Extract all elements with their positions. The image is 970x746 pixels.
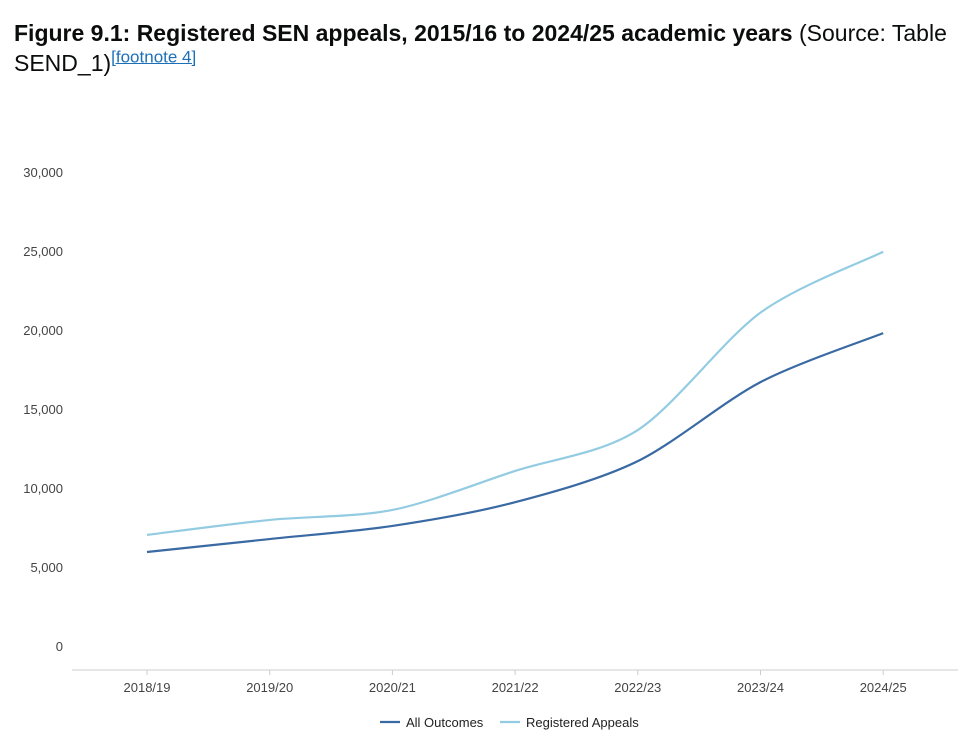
legend-label: Registered Appeals bbox=[526, 715, 639, 730]
x-tick-label: 2024/25 bbox=[860, 680, 907, 695]
x-tick-label: 2019/20 bbox=[246, 680, 293, 695]
figure-title: Figure 9.1: Registered SEN appeals, 2015… bbox=[14, 18, 964, 78]
y-tick-label: 25,000 bbox=[23, 244, 63, 259]
y-tick-label: 10,000 bbox=[23, 481, 63, 496]
footnote-link[interactable]: [footnote 4] bbox=[111, 47, 197, 67]
y-tick-label: 30,000 bbox=[23, 165, 63, 180]
x-tick-label: 2018/19 bbox=[124, 680, 171, 695]
series-line-all-outcomes bbox=[146, 332, 884, 554]
y-tick-label: 20,000 bbox=[23, 323, 63, 338]
y-tick-label: 15,000 bbox=[23, 402, 63, 417]
y-tick-label: 5,000 bbox=[30, 560, 63, 575]
x-tick-label: 2022/23 bbox=[614, 680, 661, 695]
y-tick-label: 0 bbox=[56, 639, 63, 654]
figure-title-bold: Figure 9.1: Registered SEN appeals, 2015… bbox=[14, 20, 793, 46]
x-tick-label: 2023/24 bbox=[737, 680, 784, 695]
legend-label: All Outcomes bbox=[406, 715, 484, 730]
x-tick-label: 2021/22 bbox=[492, 680, 539, 695]
x-tick-label: 2020/21 bbox=[369, 680, 416, 695]
series-line-registered-appeals bbox=[146, 250, 884, 537]
figure-title-source: (Source: Table SEND_1) bbox=[14, 20, 947, 76]
